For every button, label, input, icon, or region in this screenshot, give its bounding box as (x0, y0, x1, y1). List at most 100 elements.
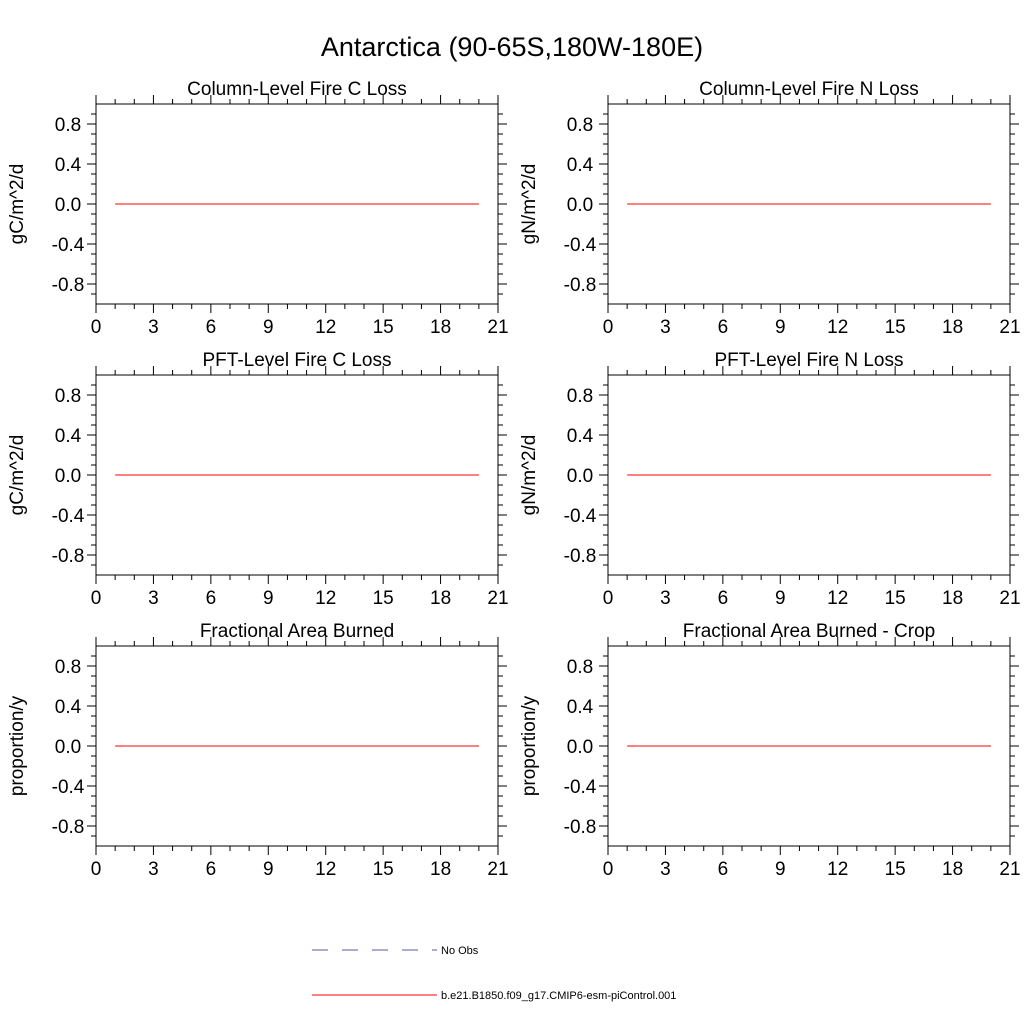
x-tick-label: 0 (91, 588, 102, 609)
y-tick-label: -0.4 (52, 777, 85, 798)
y-tick-label: -0.8 (52, 275, 85, 296)
panel-title: Column-Level Fire N Loss (699, 79, 919, 100)
y-tick-label: -0.8 (52, 817, 85, 838)
chart-panel-5: Fractional Area Burned proportion/y 0 3 6 9 12… (7, 621, 509, 880)
x-tick-label: 15 (373, 317, 394, 338)
x-tick-label: 15 (885, 859, 906, 880)
y-tick-label: 0.4 (567, 426, 594, 447)
x-tick-label: 0 (603, 859, 614, 880)
y-tick-label: -0.8 (52, 546, 85, 567)
x-tick-label: 3 (148, 317, 159, 338)
y-axis-label: gN/m^2/d (519, 435, 540, 516)
x-tick-label: 9 (263, 588, 274, 609)
legend: No Obs b.e21.B1850.f09_g17.CMIP6-esm-piCo… (312, 945, 676, 1002)
y-tick-label: -0.4 (564, 777, 597, 798)
legend-label-2: b.e21.B1850.f09_g17.CMIP6-esm-piControl.… (441, 990, 676, 1002)
x-tick-label: 18 (942, 588, 963, 609)
x-tick-label: 3 (660, 317, 671, 338)
legend-label-1: No Obs (441, 945, 479, 957)
y-tick-label: 0.0 (55, 195, 81, 216)
x-tick-label: 3 (148, 588, 159, 609)
x-tick-label: 21 (487, 588, 508, 609)
chart-panel-4: PFT-Level Fire N Loss gN/m^2/d 0 3 6 9 12 15 18 2… (519, 350, 1021, 609)
x-tick-label: 9 (775, 859, 786, 880)
y-tick-label: 0.4 (55, 155, 82, 176)
x-tick-label: 15 (373, 588, 394, 609)
chart-panel-6: Fractional Area Burned - Crop proportion/… (519, 621, 1021, 880)
y-tick-label: 0.4 (55, 426, 82, 447)
x-tick-label: 3 (660, 588, 671, 609)
x-tick-label: 12 (827, 317, 848, 338)
x-tick-label: 18 (430, 588, 451, 609)
y-tick-label: 0.0 (567, 466, 593, 487)
x-tick-label: 12 (827, 859, 848, 880)
panels: Column-Level Fire C Loss gC/m^2/d 0 3 6 9 12 15… (7, 79, 1021, 880)
x-tick-label: 21 (487, 317, 508, 338)
x-tick-label: 6 (718, 859, 729, 880)
x-tick-label: 12 (315, 317, 336, 338)
y-axis-label: gC/m^2/d (7, 164, 28, 245)
x-tick-label: 21 (999, 588, 1020, 609)
y-tick-label: 0.4 (55, 697, 82, 718)
panel-title: Fractional Area Burned - Crop (683, 621, 935, 642)
x-tick-label: 21 (487, 859, 508, 880)
x-tick-label: 12 (827, 588, 848, 609)
y-tick-label: 0.0 (567, 737, 593, 758)
x-tick-label: 12 (315, 859, 336, 880)
figure-title: Antarctica (90-65S,180W-180E) (321, 32, 703, 62)
x-tick-label: 0 (91, 317, 102, 338)
y-tick-label: 0.0 (55, 466, 81, 487)
x-tick-label: 18 (430, 859, 451, 880)
x-tick-label: 3 (148, 859, 159, 880)
y-tick-label: 0.0 (567, 195, 593, 216)
y-tick-label: 0.8 (55, 386, 81, 407)
panel-title: PFT-Level Fire N Loss (715, 350, 904, 371)
x-tick-label: 6 (718, 588, 729, 609)
y-tick-label: 0.8 (567, 115, 593, 136)
y-axis-label: proportion/y (7, 695, 28, 796)
x-tick-label: 9 (775, 588, 786, 609)
chart-panel-3: PFT-Level Fire C Loss gC/m^2/d 0 3 6 9 12 15 18 2… (7, 350, 509, 609)
x-tick-label: 6 (206, 588, 217, 609)
y-tick-label: -0.4 (564, 506, 597, 527)
x-tick-label: 6 (718, 317, 729, 338)
y-tick-label: 0.8 (55, 657, 81, 678)
panel-title: Column-Level Fire C Loss (187, 79, 407, 100)
panel-title: PFT-Level Fire C Loss (203, 350, 392, 371)
x-tick-label: 15 (885, 588, 906, 609)
y-tick-label: 0.8 (567, 386, 593, 407)
y-tick-label: 0.4 (567, 155, 594, 176)
x-tick-label: 21 (999, 317, 1020, 338)
y-tick-label: -0.8 (564, 275, 597, 296)
y-axis-label: gC/m^2/d (7, 435, 28, 516)
y-tick-label: 0.8 (55, 115, 81, 136)
x-tick-label: 21 (999, 859, 1020, 880)
x-tick-label: 9 (263, 317, 274, 338)
y-axis-label: proportion/y (519, 695, 540, 796)
chart-panel-1: Column-Level Fire C Loss gC/m^2/d 0 3 6 9 12 15… (7, 79, 509, 338)
y-tick-label: -0.4 (52, 506, 85, 527)
x-tick-label: 0 (603, 317, 614, 338)
x-tick-label: 0 (603, 588, 614, 609)
x-tick-label: 18 (942, 859, 963, 880)
x-tick-label: 9 (775, 317, 786, 338)
x-tick-label: 18 (430, 317, 451, 338)
y-tick-label: 0.8 (567, 657, 593, 678)
x-tick-label: 6 (206, 859, 217, 880)
x-tick-label: 3 (660, 859, 671, 880)
panel-title: Fractional Area Burned (200, 621, 394, 642)
y-tick-label: -0.8 (564, 817, 597, 838)
y-tick-label: -0.4 (564, 235, 597, 256)
y-axis-label: gN/m^2/d (519, 164, 540, 245)
x-tick-label: 0 (91, 859, 102, 880)
x-tick-label: 15 (373, 859, 394, 880)
x-tick-label: 15 (885, 317, 906, 338)
chart-panel-2: Column-Level Fire N Loss gN/m^2/d 0 3 6 9 12 15… (519, 79, 1021, 338)
x-tick-label: 9 (263, 859, 274, 880)
y-tick-label: -0.8 (564, 546, 597, 567)
x-tick-label: 12 (315, 588, 336, 609)
y-tick-label: 0.4 (567, 697, 594, 718)
x-tick-label: 18 (942, 317, 963, 338)
x-tick-label: 6 (206, 317, 217, 338)
